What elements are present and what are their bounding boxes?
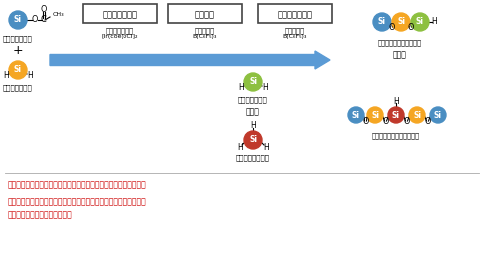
Text: H: H — [237, 143, 243, 152]
Text: O: O — [388, 24, 394, 33]
Text: トリヒドロシラン: トリヒドロシラン — [236, 154, 270, 161]
Text: B(C₆F₅)₃: B(C₆F₅)₃ — [193, 34, 217, 39]
Text: Si: Si — [249, 77, 257, 86]
Text: +: + — [13, 43, 23, 56]
Text: ・加えるヒドロシランの順番に応じた構造制御オリゴシロキサンを: ・加えるヒドロシランの順番に応じた構造制御オリゴシロキサンを — [8, 197, 147, 206]
Text: O: O — [403, 117, 409, 126]
Text: シリルエステル: シリルエステル — [3, 35, 33, 42]
Text: Si: Si — [413, 111, 421, 120]
Text: ホウ素触媒: ホウ素触媒 — [285, 27, 305, 34]
Text: CH₃: CH₃ — [53, 12, 65, 17]
Text: Si: Si — [397, 17, 405, 26]
Text: Si: Si — [416, 17, 424, 26]
Circle shape — [244, 73, 262, 91]
Text: Si: Si — [14, 65, 22, 74]
Text: Si: Si — [434, 111, 442, 120]
Text: O: O — [363, 117, 369, 126]
Circle shape — [409, 107, 425, 123]
Text: または: または — [246, 107, 260, 116]
Text: O: O — [408, 24, 414, 33]
Circle shape — [430, 107, 446, 123]
Text: 脱炭化水素縮合: 脱炭化水素縮合 — [277, 10, 313, 19]
Text: O: O — [41, 5, 47, 14]
Circle shape — [244, 131, 262, 149]
Text: O: O — [424, 117, 431, 126]
Circle shape — [411, 13, 429, 31]
Text: Si: Si — [371, 111, 379, 120]
Text: O: O — [382, 117, 389, 126]
Text: ジヒドロシラン: ジヒドロシラン — [3, 84, 33, 91]
Text: C: C — [40, 15, 46, 24]
Text: H: H — [238, 83, 244, 92]
Text: 構造制御トリシロキサン: 構造制御トリシロキサン — [378, 39, 422, 46]
FancyBboxPatch shape — [258, 4, 332, 23]
Circle shape — [348, 107, 364, 123]
Text: H: H — [431, 17, 437, 26]
FancyBboxPatch shape — [168, 4, 242, 23]
Text: H: H — [250, 121, 256, 130]
Circle shape — [392, 13, 410, 31]
Text: Si: Si — [249, 135, 257, 144]
Text: ジヒドロシラン: ジヒドロシラン — [238, 96, 268, 103]
Circle shape — [388, 107, 404, 123]
Text: ワンポットで一挙に合成可能: ワンポットで一挙に合成可能 — [8, 210, 73, 219]
Text: H: H — [262, 83, 268, 92]
Circle shape — [9, 61, 27, 79]
Text: O: O — [32, 15, 38, 24]
Text: ヒドロシリル化: ヒドロシリル化 — [103, 10, 137, 19]
Text: [Ir(coe)₂Cl]₂: [Ir(coe)₂Cl]₂ — [102, 34, 138, 39]
Text: H: H — [27, 72, 33, 81]
Text: B(C₆F₅)₃: B(C₆F₅)₃ — [283, 34, 307, 39]
Text: イリジウム触媒: イリジウム触媒 — [106, 27, 134, 34]
Text: ホウ素触媒: ホウ素触媒 — [195, 27, 215, 34]
Text: ・３つの触媒反応を一つの反応容器で実施可能（ワンポット合成）: ・３つの触媒反応を一つの反応容器で実施可能（ワンポット合成） — [8, 180, 147, 189]
Text: Si: Si — [378, 17, 386, 26]
Text: Si: Si — [392, 111, 400, 120]
Circle shape — [373, 13, 391, 31]
Text: H: H — [3, 72, 9, 81]
Text: 構造制御ペンタシロキサン: 構造制御ペンタシロキサン — [372, 132, 420, 139]
Text: または: または — [393, 50, 407, 59]
Circle shape — [367, 107, 383, 123]
Text: H: H — [393, 96, 399, 105]
Circle shape — [9, 11, 27, 29]
Text: 転位反応: 転位反応 — [195, 10, 215, 19]
FancyArrow shape — [50, 51, 330, 69]
Text: Si: Si — [14, 15, 22, 24]
Text: H: H — [263, 143, 269, 152]
FancyBboxPatch shape — [83, 4, 157, 23]
Text: Si: Si — [352, 111, 360, 120]
